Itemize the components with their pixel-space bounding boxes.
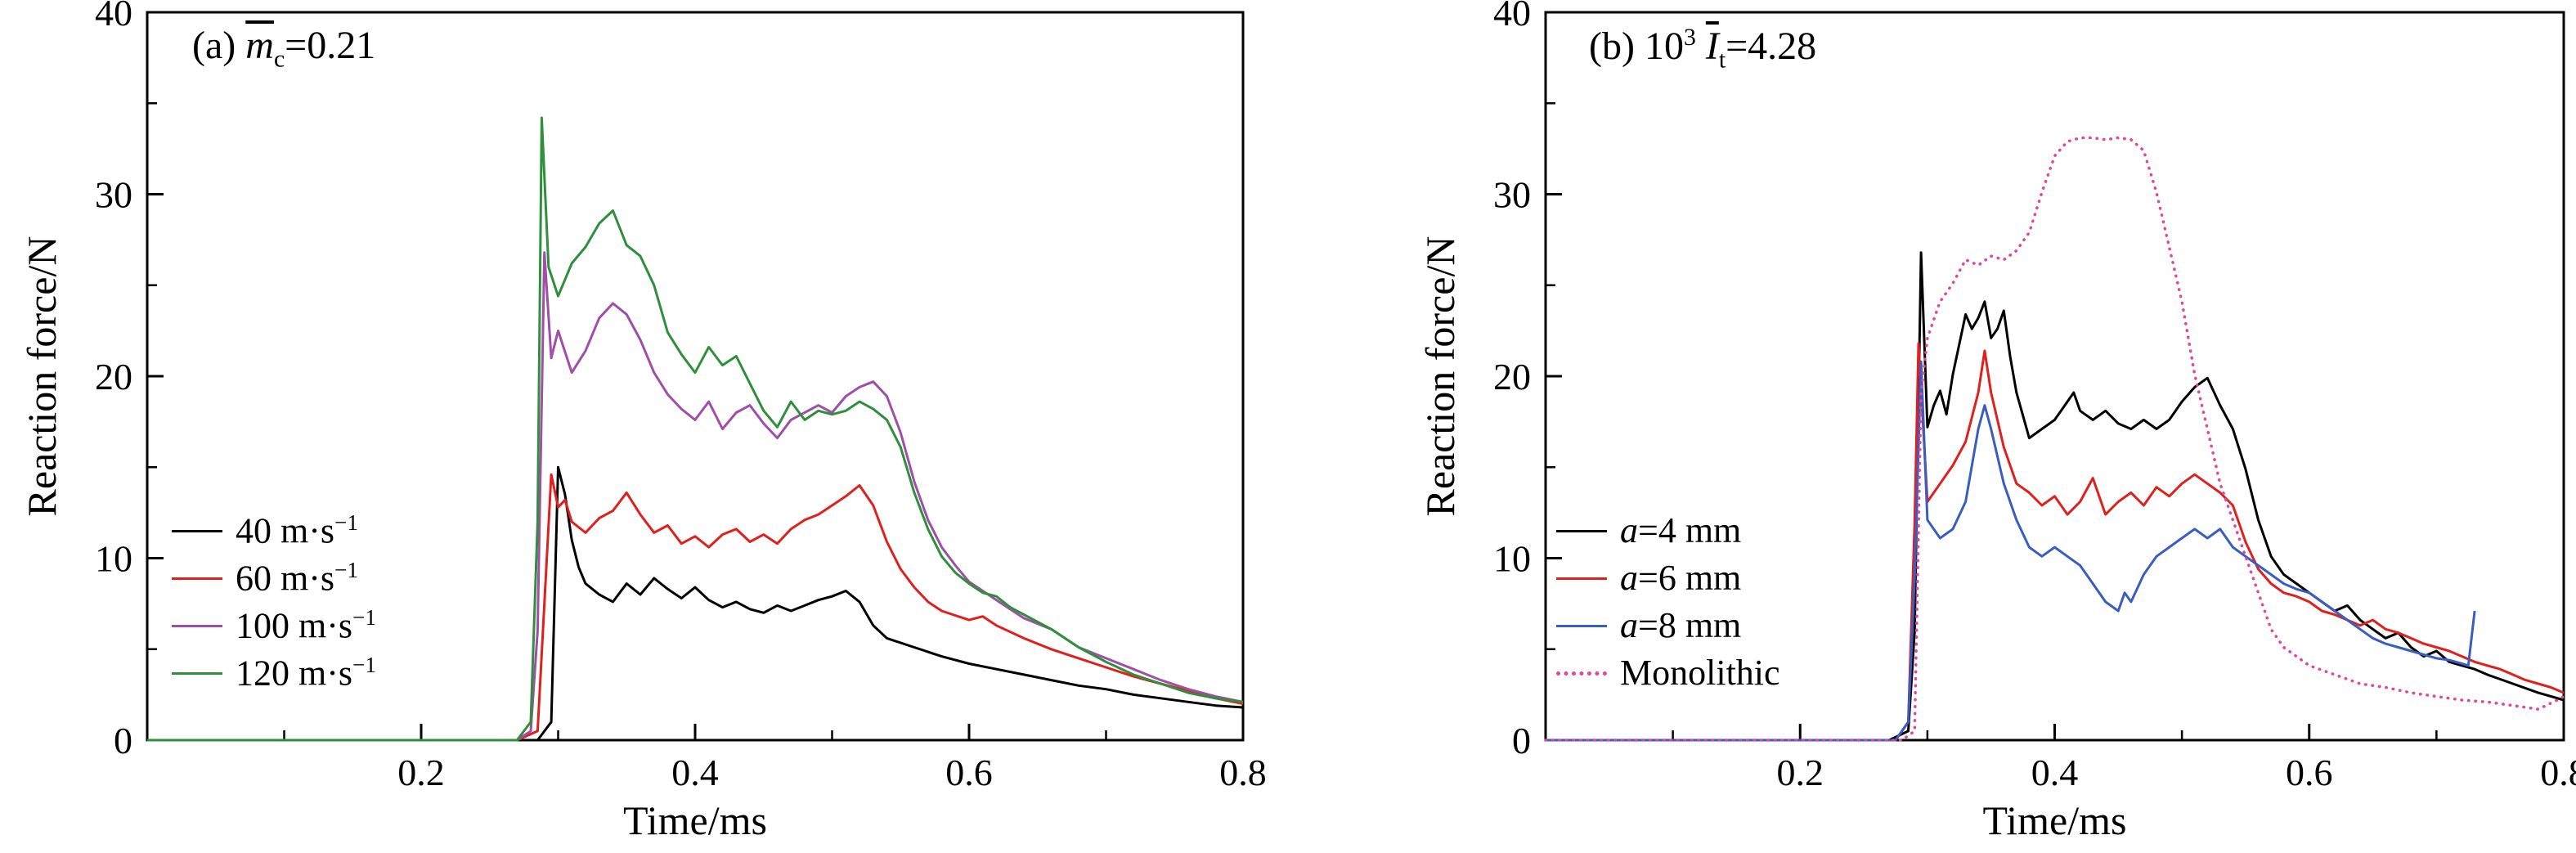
- y-tick-label: 10: [1493, 538, 1531, 580]
- annotation-b: (b) 103 It=4.28: [1589, 24, 1817, 74]
- legend-label-a4mm: a=4 mm: [1620, 513, 1741, 549]
- legend-item-120ms: 120 m·s−1: [172, 649, 376, 697]
- text-fragment: (b) 10: [1589, 25, 1684, 68]
- text-fragment: a: [1620, 605, 1638, 645]
- legend-label-a8mm: a=8 mm: [1620, 608, 1741, 644]
- x-tick-label: 0.2: [1777, 752, 1824, 793]
- series-a8mm: [1546, 360, 2476, 742]
- text-fragment: −1: [352, 605, 377, 631]
- legend-label-120ms: 120 m·s−1: [236, 654, 376, 692]
- series-60ms: [147, 473, 1244, 742]
- legend-line-sample-monolithic: [1556, 671, 1607, 676]
- y-tick-label: 40: [1493, 0, 1531, 34]
- legend-item-monolithic: Monolithic: [1556, 649, 1780, 697]
- y-tick-label: 30: [1493, 174, 1531, 216]
- series-a6mm: [1546, 342, 2565, 742]
- y-tick-label: 20: [95, 356, 132, 397]
- y-axis-label: Reaction force/N: [1417, 236, 1463, 517]
- series-40ms: [147, 465, 1244, 742]
- y-tick-label: 0: [1512, 720, 1531, 761]
- x-axis-label: Time/ms: [1982, 797, 2126, 843]
- legend-line-sample-40ms: [172, 529, 222, 532]
- text-fragment: =4.28: [1726, 25, 1817, 68]
- annotation-a: (a) mc=0.21: [192, 24, 376, 73]
- text-fragment: −1: [334, 558, 359, 583]
- text-fragment: =4 mm: [1638, 510, 1742, 550]
- text-fragment: −1: [334, 510, 359, 536]
- y-tick-label: 0: [114, 720, 132, 761]
- y-axis-label: Reaction force/N: [19, 236, 65, 517]
- text-fragment: 120 m·s: [236, 653, 352, 694]
- text-fragment: =8 mm: [1638, 605, 1742, 645]
- x-tick-label: 0.4: [671, 752, 719, 793]
- legend-label-a6mm: a=6 mm: [1620, 560, 1741, 596]
- text-fragment: =6 mm: [1638, 558, 1742, 598]
- text-fragment: c: [273, 45, 285, 73]
- series-120ms: [147, 116, 1244, 742]
- y-tick-label: 30: [95, 174, 132, 216]
- legend-item-a4mm: a=4 mm: [1556, 507, 1780, 554]
- text-fragment: =0.21: [285, 24, 376, 67]
- text-fragment: a: [1620, 510, 1638, 550]
- text-fragment: 3: [1683, 24, 1696, 51]
- text-fragment: t: [1718, 46, 1726, 74]
- x-tick-label: 0.8: [2540, 752, 2576, 793]
- text-fragment: 100 m·s: [236, 605, 352, 646]
- legend-b: a=4 mm a=6 mm a=8 mm Monolithic: [1556, 507, 1780, 697]
- x-tick-label: 0.6: [2286, 752, 2333, 793]
- text-fragment: Monolithic: [1620, 653, 1780, 693]
- x-tick-label: 0.6: [945, 752, 993, 793]
- legend-item-40ms: 40 m·s−1: [172, 507, 376, 554]
- y-tick-label: 40: [95, 0, 132, 34]
- x-axis-label: Time/ms: [623, 797, 767, 843]
- legend-line-sample-60ms: [172, 577, 222, 580]
- legend-item-a8mm: a=8 mm: [1556, 602, 1780, 649]
- legend-line-sample-a4mm: [1556, 529, 1607, 532]
- legend-label-100ms: 100 m·s−1: [236, 607, 376, 644]
- text-fragment: m: [245, 24, 274, 67]
- text-fragment: −1: [352, 653, 377, 678]
- text-fragment: (a): [192, 24, 246, 67]
- plot-a: 0.2 0.4 0.6 0.8 0 10 20 30 40 Time/ms Reaction for…: [19, 0, 1267, 843]
- legend-label-monolithic: Monolithic: [1620, 655, 1780, 691]
- plot-b: 0.2 0.4 0.6 0.8 0 10 20 30 40 Time/ms Reaction for…: [1417, 0, 2576, 843]
- legend-item-100ms: 100 m·s−1: [172, 602, 376, 649]
- legend-line-sample-120ms: [172, 671, 222, 675]
- legend-label-60ms: 60 m·s−1: [236, 559, 358, 597]
- legend-a: 40 m·s−1 60 m·s−1 100 m·s−1 120 m·s−1: [172, 507, 376, 697]
- text-fragment: 60 m·s: [236, 558, 334, 599]
- legend-line-sample-100ms: [172, 624, 222, 627]
- legend-line-sample-a6mm: [1556, 577, 1607, 580]
- y-tick-label: 10: [95, 538, 132, 580]
- series-100ms: [147, 251, 1244, 742]
- series-a4mm: [1546, 251, 2565, 742]
- x-tick-label: 0.8: [1219, 752, 1267, 793]
- legend-label-40ms: 40 m·s−1: [236, 512, 358, 550]
- text-fragment: a: [1620, 558, 1638, 598]
- text-fragment: [1696, 25, 1706, 68]
- legend-item-60ms: 60 m·s−1: [172, 554, 376, 602]
- panel-a: 0.2 0.4 0.6 0.8 0 10 20 30 40 Time/ms Reaction for…: [19, 0, 1267, 843]
- panel-b: 0.2 0.4 0.6 0.8 0 10 20 30 40 Time/ms Reaction for…: [1288, 0, 2576, 853]
- text-fragment: 40 m·s: [236, 510, 334, 551]
- x-tick-label: 0.2: [397, 752, 445, 793]
- text-fragment: I: [1705, 25, 1719, 68]
- y-tick-label: 20: [1493, 356, 1531, 397]
- x-tick-label: 0.4: [2031, 752, 2079, 793]
- legend-item-a6mm: a=6 mm: [1556, 554, 1780, 602]
- legend-line-sample-a8mm: [1556, 624, 1607, 627]
